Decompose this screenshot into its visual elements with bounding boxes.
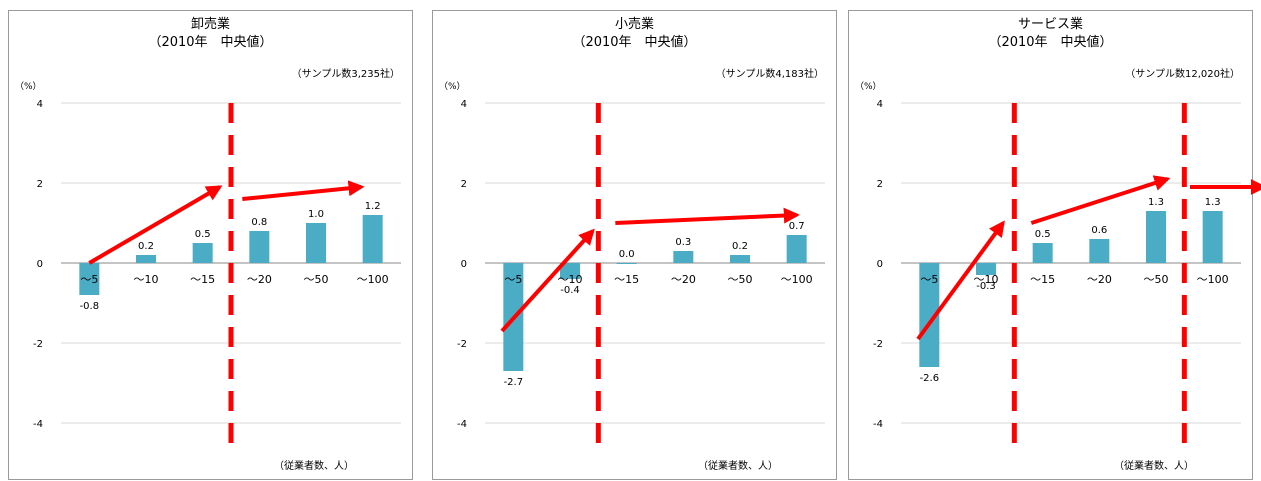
y-axis-unit: （%） [15, 82, 42, 92]
value-label: -0.4 [560, 285, 580, 296]
x-tick-label: ～100 [781, 273, 813, 286]
x-tick-label: ～20 [247, 273, 272, 286]
trend-arrow [615, 207, 800, 225]
y-tick-label: 4 [37, 99, 43, 110]
value-label: -0.3 [976, 281, 996, 292]
bar [362, 215, 383, 263]
x-tick-label: ～10 [134, 273, 159, 286]
trend-arrow [1030, 175, 1171, 225]
trend-arrow [88, 185, 223, 265]
trend-arrow [916, 220, 1005, 341]
chart-subtitle: （2010年 中央値） [148, 35, 273, 50]
bar [616, 263, 637, 264]
bar [192, 243, 213, 263]
value-label: 0.5 [195, 229, 211, 240]
y-tick-label: 2 [461, 179, 467, 190]
value-label: 0.2 [732, 241, 748, 252]
y-tick-label: 2 [37, 179, 43, 190]
x-tick-label: ～50 [304, 273, 329, 286]
bar [1089, 239, 1110, 263]
x-tick-label: ～5 [80, 273, 98, 286]
bar [919, 263, 940, 367]
chart-services: サービス業 （2010年 中央値） （サンプル数12,020社） （%） （従業… [848, 10, 1261, 480]
chart-retail: 小売業 （2010年 中央値） （サンプル数4,183社） （%） （従業者数、… [432, 10, 837, 480]
bar [786, 235, 807, 263]
y-tick-label: 0 [37, 259, 43, 270]
value-label: 1.2 [365, 201, 381, 212]
bar [976, 263, 996, 275]
y-axis-unit: （%） [439, 82, 466, 92]
y-tick-label: -4 [33, 419, 43, 430]
x-tick-label: ～5 [920, 273, 938, 286]
value-label: -0.8 [80, 301, 100, 312]
y-tick-label: -4 [457, 419, 467, 430]
value-label: 0.2 [138, 241, 154, 252]
chart-title: 小売業 [614, 17, 654, 32]
y-tick-label: 0 [877, 259, 883, 270]
sample-note: （サンプル数3,235社） [291, 69, 400, 80]
bar [1032, 243, 1053, 263]
value-label: 1.0 [308, 209, 324, 220]
trend-arrow [242, 180, 365, 201]
sample-note: （サンプル数4,183社） [715, 69, 824, 80]
x-tick-label: ～15 [1030, 273, 1055, 286]
chart-subtitle: （2010年 中央値） [572, 35, 697, 50]
sample-note: （サンプル数12,020社） [1125, 69, 1240, 80]
y-axis-unit: （%） [855, 82, 882, 92]
bar [1146, 211, 1166, 263]
plot-area: 4 2 0 -2 -4 -2.6 ～5 -0.3～10 0.5 ～15 0.6 ～20 1.3 ～50 1.… [873, 99, 1261, 443]
plot-area: 4 2 0 -2 -4 -0.8 ～5 0.2 ～10 0.5 ～15 0.8 ～20 1.0 ～50 1.2… [33, 99, 401, 443]
chart-wholesale: 卸売業 （2010年 中央値） （サンプル数3,235社） （%） （従業者数、… [8, 10, 413, 480]
value-label: 1.3 [1148, 197, 1164, 208]
bar [560, 263, 580, 279]
value-label: -2.7 [504, 377, 524, 388]
x-axis-label: （従業者数、人） [274, 461, 354, 472]
y-tick-label: -2 [873, 339, 883, 350]
x-tick-label: ～10 [974, 273, 999, 286]
bar [1202, 211, 1223, 263]
x-axis-label: （従業者数、人） [698, 461, 778, 472]
x-tick-label: ～100 [357, 273, 389, 286]
chart-title: 卸売業 [190, 17, 230, 32]
x-tick-label: ～20 [1087, 273, 1112, 286]
y-tick-label: 4 [461, 99, 467, 110]
x-tick-label: ～100 [1197, 273, 1229, 286]
x-tick-label: ～15 [190, 273, 215, 286]
x-tick-label: ～20 [671, 273, 696, 286]
bar [673, 251, 694, 263]
y-tick-label: 0 [461, 259, 467, 270]
value-label: 0.0 [619, 249, 635, 260]
x-tick-label: ～50 [1144, 273, 1169, 286]
bar [249, 231, 270, 263]
y-tick-label: 2 [877, 179, 883, 190]
bar [730, 255, 750, 263]
y-tick-label: -2 [457, 339, 467, 350]
x-tick-label: ～15 [614, 273, 639, 286]
plot-area: 4 2 0 -2 -4 -2.7 ～5 -0.4～10 0.0 ～15 0.3 ～20 0.2 ～50 0.… [457, 99, 825, 443]
value-label: 1.3 [1205, 197, 1221, 208]
trend-arrow [500, 228, 595, 333]
chart-title: サービス業 [1017, 17, 1083, 32]
x-tick-label: ～50 [728, 273, 753, 286]
x-tick-label: ～5 [504, 273, 522, 286]
y-tick-label: 4 [877, 99, 883, 110]
value-label: 0.6 [1091, 225, 1107, 236]
y-tick-label: -2 [33, 339, 43, 350]
value-label: 0.7 [789, 221, 805, 232]
x-tick-label: ～10 [558, 273, 583, 286]
bar [306, 223, 326, 263]
x-axis-label: （従業者数、人） [1114, 461, 1194, 472]
value-label: 0.5 [1035, 229, 1051, 240]
bar [79, 263, 100, 295]
y-tick-label: -4 [873, 419, 883, 430]
chart-subtitle: （2010年 中央値） [988, 35, 1113, 50]
value-label: 0.8 [251, 217, 267, 228]
value-label: 0.3 [675, 237, 691, 248]
value-label: -2.6 [920, 373, 940, 384]
bar [136, 255, 156, 263]
